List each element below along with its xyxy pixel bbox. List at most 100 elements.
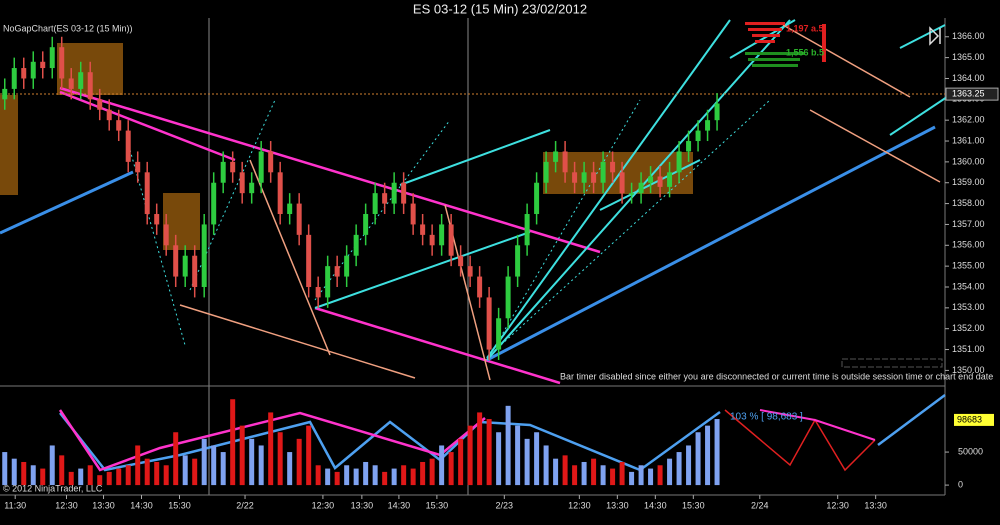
volume-bar [220,452,226,486]
drawing-object [314,306,561,385]
last-price-label: 1363.25 [952,88,985,98]
candle-body [325,266,331,298]
candle-body [543,161,549,183]
drawing-object [0,170,134,235]
candle-body [334,266,340,277]
volume-bar [268,412,274,486]
candle-body [192,255,198,287]
candle-body [448,224,454,256]
volume-bar [553,458,559,486]
x-tick-label: 14:30 [644,500,667,510]
volume-bar [638,465,644,486]
volume-bar [686,445,692,486]
candle-body [382,193,388,204]
x-tick-label: 14:30 [388,500,411,510]
volume-bar [68,471,74,486]
candle-body [116,120,122,131]
candle-body [249,182,255,194]
x-tick-label: 15:30 [426,500,449,510]
drawing-object [745,52,805,55]
volume-bar [591,458,597,486]
candle-body [21,68,27,79]
volume-bar [11,458,17,486]
volume-bar [154,461,160,486]
x-tick-label: 11:30 [4,500,26,510]
candle-body [144,172,150,215]
drawing-object [486,19,731,359]
volume-bar [106,471,112,486]
volume-bar [448,452,454,486]
drawing-object [314,231,531,309]
chart-subtitle: NoGapChart(ES 03-12 (15 Min)) [3,23,133,33]
last-volume-box [954,413,994,426]
volume-bar [21,461,27,486]
volume-bar [59,455,65,486]
volume-bar [667,458,673,486]
candle-body [2,88,8,100]
drawing-object [59,410,721,472]
y-tick-label: 1354.00 [952,281,985,291]
drawing-object [809,109,941,183]
drawing-object [822,24,826,62]
volume-bar [695,432,701,486]
volume-bar [467,425,473,486]
candle-body [97,99,103,110]
candle-body [287,203,293,215]
candle-body [230,161,236,173]
candle-body [11,68,17,89]
candle-body [695,130,701,142]
candle-body [686,141,692,152]
x-tick-label: 13:30 [92,500,115,510]
volume-bar [505,405,511,486]
candle-body [87,72,93,100]
candle-body [572,172,578,183]
volume-bar [372,465,378,486]
candle-body [638,182,644,194]
candle-body [524,214,530,246]
volume-bar [182,455,188,486]
y-tick-label: 1356.00 [952,240,985,250]
volume-bar [325,468,331,486]
drawing-object [745,22,826,62]
x-tick-label: 12:30 [312,500,335,510]
volume-bar [125,465,131,486]
x-tick-label: 15:30 [682,500,705,510]
volume-bar [353,468,359,486]
volume-bar [49,445,55,486]
drawing-object [179,304,416,379]
volume-bar [30,465,36,486]
copyright: © 2012 NinjaTrader, LLC [3,483,103,493]
volume-bar [401,465,407,486]
candle-body [220,161,226,183]
candle-body [467,266,473,277]
volume-bar [363,461,369,486]
volume-bar [144,458,150,486]
volume-bar [391,468,397,486]
volume-bar [477,412,483,486]
candle-body [78,72,84,89]
drawing-object [59,90,236,162]
drawing-object [841,358,943,368]
drawing-object [899,24,946,49]
drawing-object [0,95,18,195]
candle-body [591,172,597,183]
drawing-object [129,99,771,356]
candle-body [30,61,36,79]
candle-body [315,286,321,298]
volume-bar [249,438,255,486]
volume-bar [116,468,122,486]
candle-body [401,182,407,204]
x-tick-label: 13:30 [606,500,629,510]
y-tick-label: 1366.00 [952,31,985,41]
candle-body [515,245,521,277]
candle-body [68,78,74,89]
candle-body [49,47,55,69]
y-tick-label: 0 [958,479,963,489]
y-tick-label: 1358.00 [952,198,985,208]
candle-body [135,161,141,173]
candle-body [344,255,350,277]
y-tick-label: 1351.00 [952,344,985,354]
x-tick-label: 12:30 [826,500,849,510]
candle-body [391,182,397,204]
candle-body [553,151,559,162]
